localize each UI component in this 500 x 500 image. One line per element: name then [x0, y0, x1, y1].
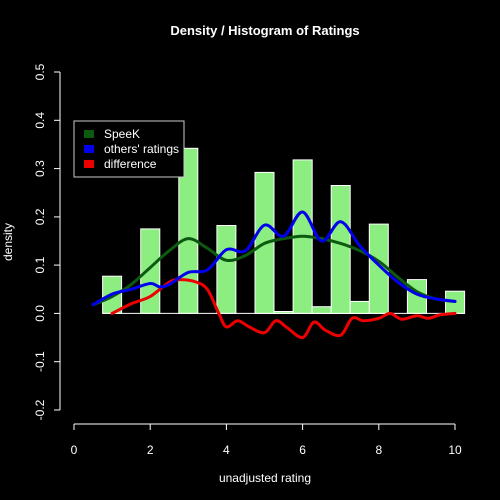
chart-title: Density / Histogram of Ratings — [170, 23, 359, 38]
x-tick-label: 8 — [375, 443, 382, 457]
x-tick-label: 6 — [299, 443, 306, 457]
histogram-bar — [311, 306, 332, 315]
others-ratings-density-curve — [91, 210, 457, 307]
x-axis: 0 2 4 6 8 10 — [71, 423, 462, 457]
x-tick-label: 2 — [147, 443, 154, 457]
y-tick-label: 0.3 — [33, 160, 47, 177]
y-tick-label: 0.0 — [33, 305, 47, 322]
x-axis-label: unadjusted rating — [219, 471, 311, 485]
x-tick-label: 0 — [71, 443, 78, 457]
y-tick-label: 0.4 — [33, 112, 47, 129]
speek-density-curve — [91, 234, 457, 307]
y-tick-label: 0.5 — [33, 63, 47, 80]
histogram-bar — [216, 225, 237, 314]
histogram-bar — [368, 223, 389, 314]
density-curves-layer — [91, 210, 457, 340]
x-tick-label: 4 — [223, 443, 230, 457]
legend-label-difference: difference — [104, 157, 157, 171]
y-tick-label: -0.1 — [33, 351, 47, 372]
histogram-layer — [102, 147, 466, 315]
y-tick-label: 0.2 — [33, 208, 47, 225]
legend-label-others-ratings: others' ratings — [104, 142, 179, 156]
legend-swatch-others-ratings — [84, 145, 94, 153]
histogram-bar — [349, 300, 370, 314]
y-tick-label: -0.2 — [33, 399, 47, 420]
y-axis: -0.2 -0.1 0.0 0.1 0.2 0.3 0.4 0.5 — [33, 63, 61, 420]
legend-swatch-difference — [84, 160, 94, 168]
legend-swatch-speek — [84, 130, 94, 138]
legend-label-speek: SpeeK — [104, 127, 140, 141]
histogram-bar — [330, 185, 351, 314]
y-tick-label: 0.1 — [33, 256, 47, 273]
y-axis-label: density — [1, 223, 15, 261]
difference-curve — [110, 278, 457, 340]
x-tick-label: 10 — [448, 443, 462, 457]
